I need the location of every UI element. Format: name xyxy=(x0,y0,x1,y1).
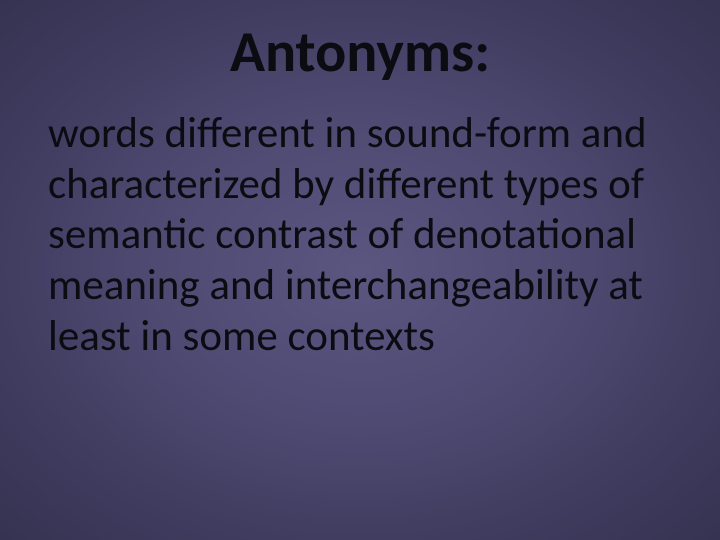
slide-body-text: words different in sound-form and charac… xyxy=(48,108,660,362)
slide-title: Antonyms: xyxy=(0,16,720,87)
slide: Antonyms: words different in sound-form … xyxy=(0,0,720,540)
